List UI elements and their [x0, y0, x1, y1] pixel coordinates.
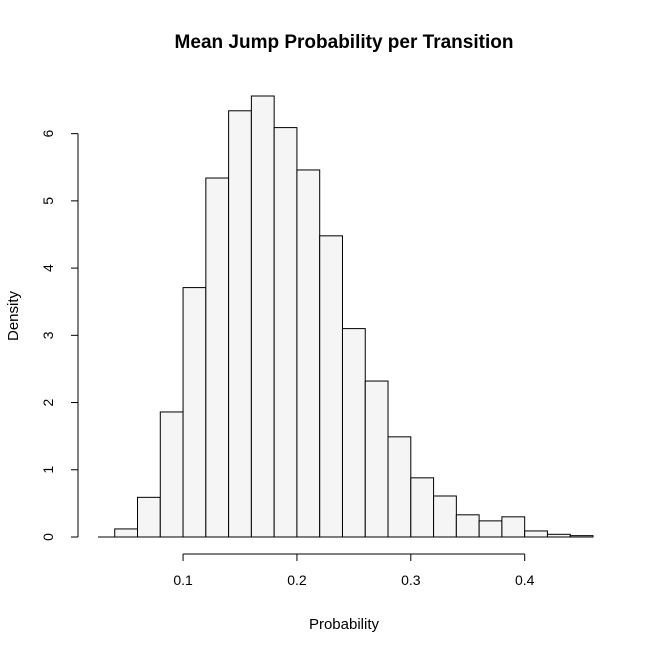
x-axis-label: Probability: [309, 616, 380, 633]
y-tick-label: 3: [40, 331, 56, 339]
histogram-bar-2: [159, 411, 184, 538]
y-tick-label: 1: [40, 466, 56, 474]
histogram-bar-10: [341, 328, 366, 538]
histogram-bar-13: [410, 477, 435, 538]
x-tick-label: 0.2: [287, 572, 307, 588]
histogram-bar-12: [387, 436, 412, 538]
x-tick-label: 0.4: [515, 572, 535, 588]
x-tick-label: 0.3: [401, 572, 421, 588]
histogram-bar-9: [319, 235, 343, 538]
histogram-bar-17: [501, 516, 526, 538]
histogram-bar-3: [182, 287, 207, 538]
histogram-bar-18: [524, 530, 548, 538]
histogram-bar-6: [250, 95, 275, 538]
histogram-bar-5: [228, 110, 252, 538]
histogram-bar-4: [205, 177, 230, 538]
y-tick-label: 2: [40, 398, 56, 406]
histogram-bar-7: [273, 127, 298, 538]
histogram-bar-8: [296, 169, 321, 538]
y-axis: 0 1 2 3 4 5 6: [40, 130, 79, 541]
bars-group: [98, 95, 594, 538]
y-tick-label: 4: [40, 264, 56, 272]
histogram-bar-0: [114, 528, 139, 538]
y-tick-label: 5: [40, 197, 56, 205]
histogram-bar-14: [433, 495, 457, 538]
y-tick-label: 6: [40, 130, 56, 138]
histogram-bar-15: [455, 514, 480, 538]
y-axis-label: Density: [5, 290, 22, 341]
x-axis: 0.1 0.2 0.3 0.4: [173, 553, 535, 588]
chart-title: Mean Jump Probability per Transition: [175, 32, 514, 53]
histogram-bar-16: [478, 520, 503, 538]
x-tick-label: 0.1: [173, 572, 193, 588]
histogram-bar-1: [137, 496, 161, 538]
histogram-bar-11: [364, 380, 389, 538]
y-tick-label: 0: [40, 533, 56, 541]
